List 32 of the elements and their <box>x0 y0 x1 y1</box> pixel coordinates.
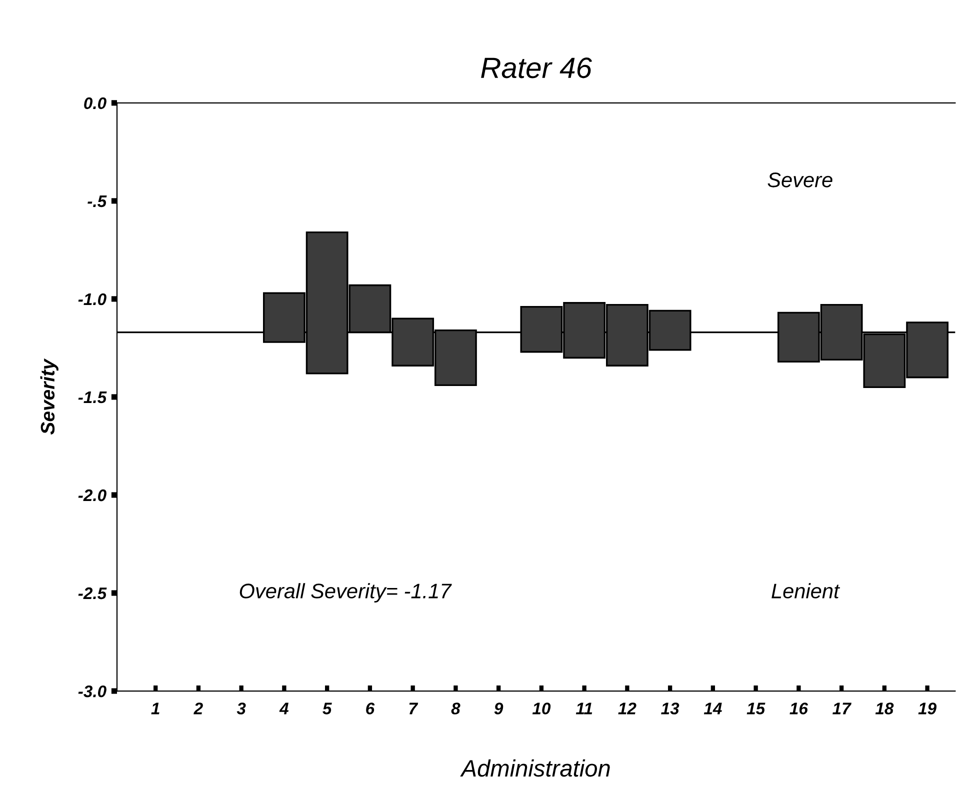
y-tick-label: -.5 <box>88 196 107 208</box>
x-tick-label: 11 <box>576 702 592 714</box>
x-tick-label: 6 <box>366 702 375 714</box>
x-tick-label: 1 <box>151 702 160 714</box>
x-tick-label: 4 <box>279 702 289 714</box>
x-tick-label: 12 <box>618 702 636 714</box>
x-tick-label: 8 <box>451 702 460 714</box>
y-tick-label: -3.0 <box>78 685 106 698</box>
x-tick-label: 15 <box>746 702 766 714</box>
x-tick-label: 18 <box>875 702 894 714</box>
x-tick-label: 9 <box>494 702 504 714</box>
y-axis-title: Severity <box>40 358 58 435</box>
chart-title: Rater 46 <box>481 58 592 78</box>
y-tick-label: 0.0 <box>84 97 106 110</box>
y-tick-label: -2.5 <box>78 587 107 600</box>
x-tick-label: 17 <box>832 702 852 714</box>
x-tick-label: 5 <box>322 702 332 714</box>
y-tick-label: -1.0 <box>78 293 106 306</box>
x-tick-label: 10 <box>532 702 551 714</box>
x-tick-label: 14 <box>704 702 722 714</box>
y-tick-label: -1.5 <box>78 392 107 404</box>
annotation: Severe <box>768 172 832 188</box>
x-axis-title: Administration <box>460 759 610 777</box>
y-tick-label: -2.0 <box>78 489 106 502</box>
x-tick-label: 19 <box>918 702 936 714</box>
x-tick-label: 2 <box>194 702 203 714</box>
annotation: Lenient <box>772 583 840 598</box>
x-tick-label: 3 <box>236 702 246 714</box>
x-tick-label: 7 <box>409 702 418 714</box>
x-tick-label: 16 <box>790 702 808 714</box>
annotation: Overall Severity= -1.17 <box>240 583 452 603</box>
x-tick-label: 13 <box>661 702 680 714</box>
